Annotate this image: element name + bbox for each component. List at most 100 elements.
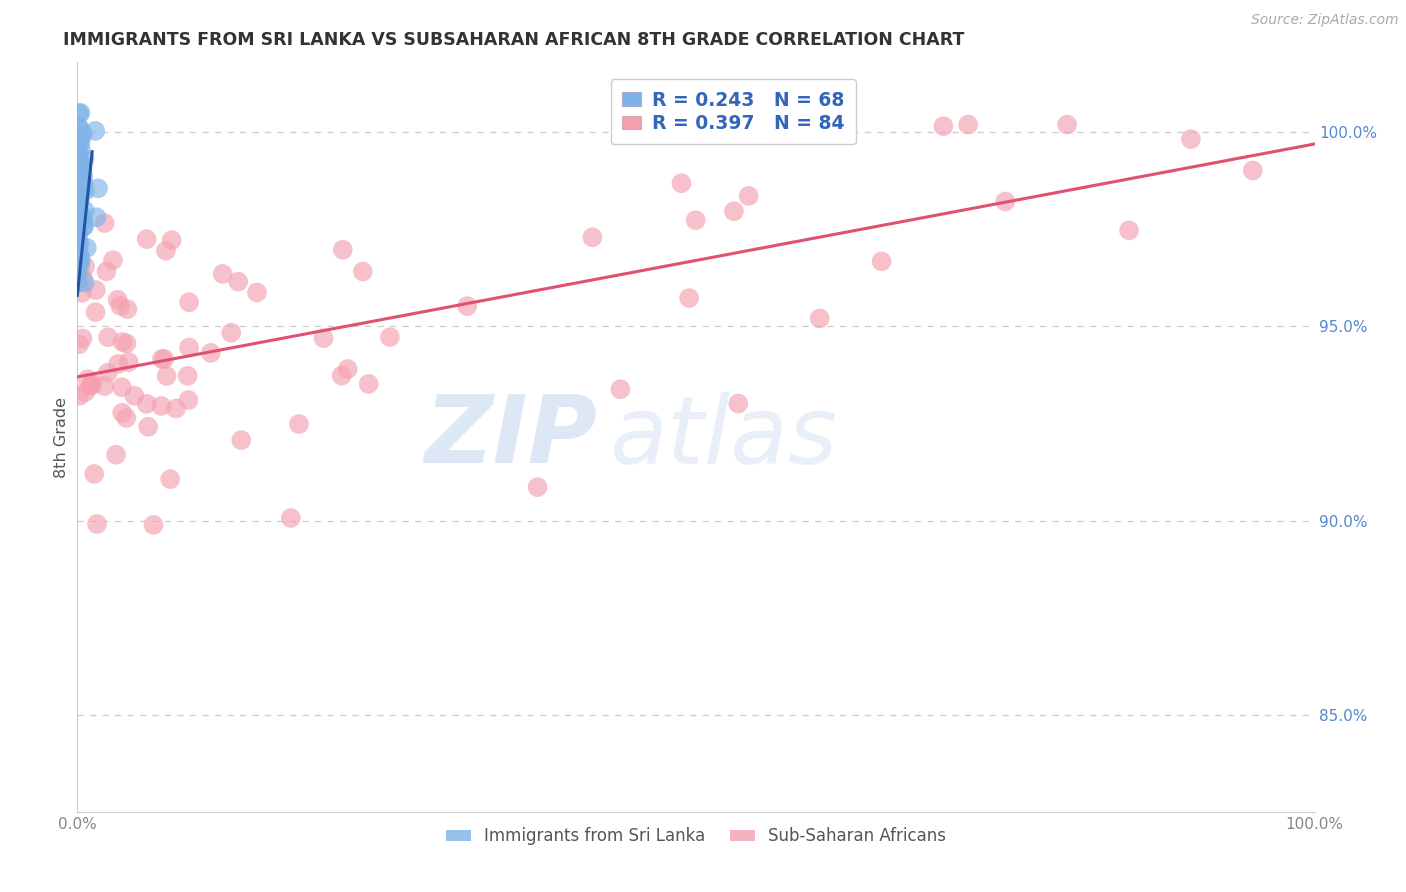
Point — [135, 232, 157, 246]
Point — [67, 151, 90, 165]
Point — [352, 264, 374, 278]
Point — [124, 389, 146, 403]
Point — [72, 271, 94, 285]
Point — [67, 173, 90, 187]
Point — [159, 472, 181, 486]
Point — [73, 203, 96, 218]
Point — [219, 326, 242, 340]
Point — [66, 217, 89, 231]
Point — [73, 276, 96, 290]
Point — [75, 385, 97, 400]
Point — [177, 392, 200, 407]
Point — [72, 213, 94, 227]
Point — [69, 194, 91, 208]
Point — [870, 254, 893, 268]
Point — [96, 264, 118, 278]
Point — [135, 397, 157, 411]
Point — [115, 336, 138, 351]
Point — [115, 411, 138, 425]
Point — [80, 378, 103, 392]
Point — [86, 211, 108, 225]
Point — [150, 352, 173, 367]
Point — [93, 216, 115, 230]
Point — [66, 266, 89, 280]
Point — [155, 244, 177, 258]
Point — [101, 253, 124, 268]
Point — [93, 379, 115, 393]
Point — [723, 204, 745, 219]
Point — [176, 368, 198, 383]
Point — [111, 380, 134, 394]
Point — [67, 169, 90, 183]
Point — [69, 263, 91, 277]
Point — [150, 399, 173, 413]
Point — [67, 205, 90, 219]
Point — [67, 244, 90, 259]
Point — [378, 330, 401, 344]
Point — [156, 368, 179, 383]
Point — [72, 178, 94, 192]
Point — [111, 334, 134, 349]
Point — [107, 357, 129, 371]
Point — [67, 235, 90, 250]
Point — [332, 243, 354, 257]
Point — [153, 351, 176, 366]
Point — [67, 389, 90, 403]
Point — [67, 120, 90, 134]
Point — [66, 227, 89, 241]
Point — [66, 224, 89, 238]
Point — [288, 417, 311, 431]
Point — [581, 230, 603, 244]
Point — [80, 378, 103, 392]
Point — [105, 448, 128, 462]
Point — [69, 211, 91, 226]
Point — [87, 181, 110, 195]
Point — [72, 331, 94, 345]
Point — [67, 155, 90, 169]
Point — [177, 295, 200, 310]
Point — [737, 189, 759, 203]
Point — [67, 192, 90, 206]
Point — [70, 207, 93, 221]
Point — [67, 250, 90, 264]
Point — [84, 124, 107, 138]
Point — [165, 401, 187, 416]
Point — [67, 106, 90, 120]
Point — [727, 396, 749, 410]
Point — [67, 212, 90, 227]
Point — [66, 141, 89, 155]
Legend: Immigrants from Sri Lanka, Sub-Saharan Africans: Immigrants from Sri Lanka, Sub-Saharan A… — [439, 821, 953, 852]
Point — [67, 150, 90, 164]
Point — [84, 305, 107, 319]
Point — [67, 206, 90, 220]
Point — [70, 185, 93, 199]
Point — [671, 176, 693, 190]
Point — [107, 293, 129, 307]
Point — [73, 152, 96, 166]
Point — [456, 299, 478, 313]
Point — [70, 157, 93, 171]
Point — [1180, 132, 1202, 146]
Point — [231, 433, 253, 447]
Point — [72, 169, 94, 184]
Point — [82, 376, 104, 391]
Point — [76, 372, 98, 386]
Point — [330, 368, 353, 383]
Point — [73, 184, 96, 198]
Point — [69, 123, 91, 137]
Point — [72, 127, 94, 141]
Point — [685, 213, 707, 227]
Point — [110, 299, 132, 313]
Text: IMMIGRANTS FROM SRI LANKA VS SUBSAHARAN AFRICAN 8TH GRADE CORRELATION CHART: IMMIGRANTS FROM SRI LANKA VS SUBSAHARAN … — [63, 31, 965, 49]
Point — [70, 285, 93, 300]
Point — [67, 253, 90, 268]
Point — [69, 182, 91, 196]
Point — [932, 119, 955, 133]
Point — [83, 467, 105, 481]
Text: ZIP: ZIP — [425, 391, 598, 483]
Point — [67, 254, 90, 268]
Point — [69, 216, 91, 230]
Point — [75, 260, 97, 274]
Point — [69, 252, 91, 266]
Point — [66, 276, 89, 290]
